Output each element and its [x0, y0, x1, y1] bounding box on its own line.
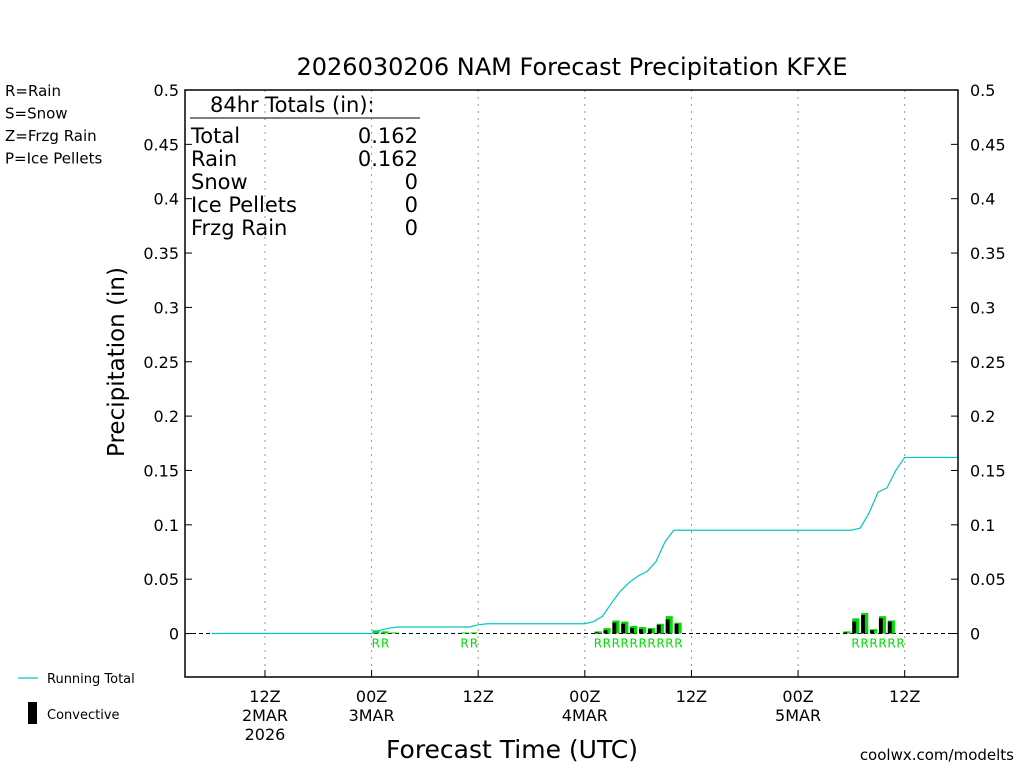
convective-bar [639, 629, 643, 634]
gridlines [264, 90, 906, 677]
x-tick-label: 00Z [569, 687, 600, 706]
ptype-legend-entry: P=Ice Pellets [5, 150, 102, 168]
y-tick-label-left: 0.15 [143, 461, 179, 480]
y-tick-label-right: 0 [970, 625, 980, 644]
series-legend-label: Running Total [47, 672, 135, 687]
convective-bar [861, 615, 866, 634]
x-tick-label: 2MAR [242, 706, 288, 725]
y-tick-label-left: 0.3 [154, 298, 179, 317]
y-tick-label-right: 0.3 [970, 298, 995, 317]
x-tick-label: 4MAR [562, 706, 608, 725]
y-tick-label-left: 0.1 [154, 516, 179, 535]
totals-row-label: Frzg Rain [191, 216, 287, 240]
x-tick-label: 00Z [782, 687, 813, 706]
y-tick-label-right: 0.35 [970, 244, 1006, 263]
totals-row-value: 0 [405, 170, 418, 194]
x-tick-label: 00Z [356, 687, 387, 706]
x-tick-label: 5MAR [775, 706, 821, 725]
y-tick-label-right: 0.15 [970, 461, 1006, 480]
y-tick-label-left: 0.05 [143, 570, 179, 589]
convective-bar [843, 632, 848, 634]
convective-bar [674, 623, 679, 634]
x-axis-label: Forecast Time (UTC) [386, 735, 638, 764]
y-tick-label-right: 0.25 [970, 353, 1006, 372]
y-axis-ticks: 0 00.05 0.050.1 0.10.15 0.150.2 0.20.25 0.250.… [143, 81, 1005, 644]
precip-type-marker: RR [372, 637, 390, 651]
totals-box: 84hr Totals (in): Total 0.162 Rain 0.162 Sno… [190, 93, 420, 240]
y-tick-label-left: 0.5 [154, 81, 179, 100]
y-tick-label-right: 0.2 [970, 407, 995, 426]
precip-type-marker: RRRRRRRRRR [594, 637, 683, 651]
convective-bar [878, 618, 883, 634]
convective-legend-swatch [28, 702, 37, 724]
totals-row-value: 0.162 [358, 147, 418, 171]
precip-type-legend: R=Rain S=Snow Z=Frzg Rain P=Ice Pellets [5, 82, 102, 168]
x-tick-label: 12Z [676, 687, 707, 706]
convective-bar [594, 632, 599, 634]
y-tick-label-right: 0.45 [970, 135, 1006, 154]
y-tick-label-left: 0 [169, 625, 179, 644]
ptype-legend-entry: S=Snow [5, 105, 68, 123]
ptype-legend-entry: Z=Frzg Rain [5, 127, 97, 145]
convective-bar [603, 630, 608, 634]
convective-bar [852, 621, 857, 634]
precip-type-marker: RRRRRR [851, 637, 904, 651]
y-tick-label-left: 0.2 [154, 407, 179, 426]
convective-bar [630, 628, 635, 634]
chart-title: 2026030206 NAM Forecast Precipitation KF… [296, 53, 847, 81]
x-tick-label: 3MAR [349, 706, 395, 725]
precip-type-marker: RR [460, 637, 478, 651]
y-tick-label-left: 0.35 [143, 244, 179, 263]
totals-row-label: Snow [191, 170, 248, 194]
ptype-legend-entry: R=Rain [5, 82, 61, 100]
precip-bar [390, 632, 398, 634]
convective-bar [870, 630, 874, 634]
precip-bar [470, 632, 478, 634]
convective-bar [647, 629, 652, 634]
convective-bar [612, 622, 617, 634]
x-tick-label: 12Z [463, 687, 494, 706]
totals-row-label: Ice Pellets [191, 193, 297, 217]
y-tick-label-left: 0.25 [143, 353, 179, 372]
y-tick-label-right: 0.1 [970, 516, 995, 535]
totals-row-value: 0 [405, 193, 418, 217]
series-legend-label: Convective [47, 708, 120, 723]
x-tick-label: 12Z [249, 687, 280, 706]
convective-bar [656, 624, 661, 634]
y-tick-label-right: 0.05 [970, 570, 1006, 589]
x-tick-label: 2026 [245, 725, 286, 744]
y-axis-label: Precipitation (in) [104, 267, 130, 457]
precip-bar [381, 631, 389, 634]
precip-bar [461, 632, 469, 634]
totals-row-label: Rain [191, 147, 237, 171]
series-legend: Running Total Convective [18, 672, 135, 724]
totals-row-label: Total [190, 124, 240, 148]
convective-bar [887, 621, 892, 634]
running-total-line [211, 456, 958, 635]
convective-bar [621, 623, 626, 634]
x-tick-label: 12Z [889, 687, 920, 706]
totals-header: 84hr Totals (in): [210, 93, 375, 117]
precip-type-markers: RR RR RRRRRRRRRR RRRRRR [372, 637, 905, 651]
y-tick-label-left: 0.45 [143, 135, 179, 154]
y-tick-label-right: 0.4 [970, 190, 995, 209]
plot-frame [184, 89, 959, 678]
convective-bars [594, 615, 892, 634]
y-tick-label-right: 0.5 [970, 81, 995, 100]
totals-row-value: 0 [405, 216, 418, 240]
credit-text: coolwx.com/modelts [860, 746, 1014, 764]
y-tick-label-left: 0.4 [154, 190, 179, 209]
convective-bar [665, 619, 670, 634]
totals-row-value: 0.162 [358, 124, 418, 148]
